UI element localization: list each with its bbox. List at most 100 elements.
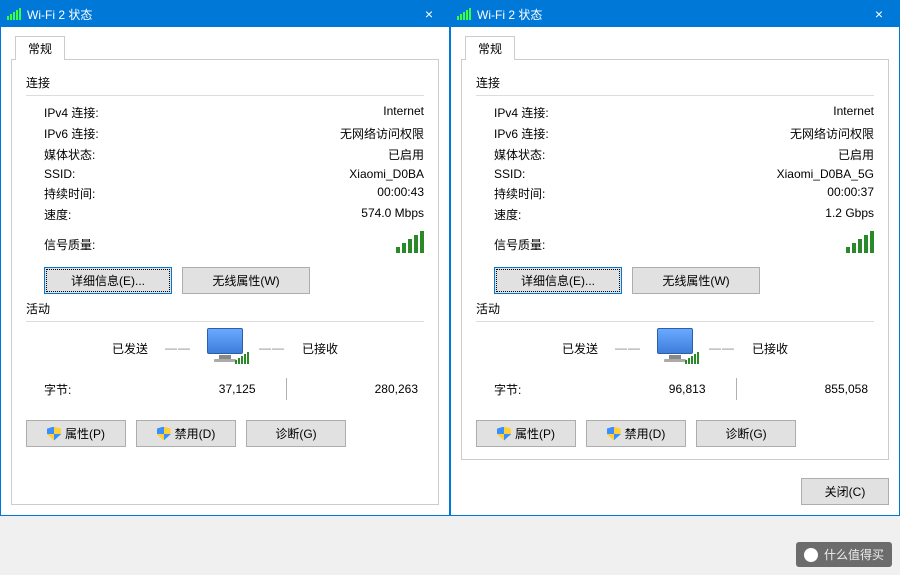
activity-graphic: 已发送 —— —— 已接收	[26, 328, 424, 368]
status-value: 已启用	[388, 146, 424, 163]
section-connection-title: 连接	[26, 74, 424, 91]
status-row: IPv4 连接: Internet	[476, 102, 874, 123]
status-row: 媒体状态: 已启用	[476, 144, 874, 165]
tab-general[interactable]: 常规	[465, 36, 515, 60]
disable-button-label: 禁用(D)	[175, 425, 216, 442]
divider	[476, 95, 874, 96]
close-icon[interactable]: ×	[859, 1, 899, 27]
bytes-label: 字节:	[494, 381, 574, 398]
watermark-badge: 什么值得买	[796, 542, 892, 567]
window-footer: 关闭(C)	[451, 470, 899, 515]
uac-shield-icon	[607, 427, 621, 441]
sent-label: 已发送	[555, 340, 605, 357]
status-label: SSID:	[494, 167, 525, 181]
status-row: 速度: 1.2 Gbps	[476, 204, 874, 225]
computer-network-icon	[651, 328, 699, 368]
uac-shield-icon	[47, 427, 61, 441]
status-value: 已启用	[838, 146, 874, 163]
dash-icon: ——	[615, 341, 641, 355]
section-activity-title: 活动	[476, 300, 874, 317]
dash-icon: ——	[259, 341, 285, 355]
close-button[interactable]: 关闭(C)	[801, 478, 889, 505]
window-titlebar: Wi-Fi 2 状态×	[1, 1, 449, 27]
dash-icon: ——	[165, 341, 191, 355]
diagnose-button-label: 诊断(G)	[275, 425, 316, 442]
uac-shield-icon	[497, 427, 511, 441]
wifi-signal-icon	[457, 8, 471, 20]
status-value: 1.2 Gbps	[825, 206, 874, 223]
status-row: IPv6 连接:无网络访问权限	[26, 123, 424, 144]
signal-bars-icon	[685, 352, 699, 364]
properties-button-label: 属性(P)	[65, 425, 105, 442]
properties-button[interactable]: 属性(P)	[26, 420, 126, 447]
details-button[interactable]: 详细信息(E)...	[44, 267, 172, 294]
section-connection-title: 连接	[476, 74, 874, 91]
tab-panel: 连接IPv4 连接:InternetIPv6 连接:无网络访问权限媒体状态:已启…	[11, 59, 439, 505]
diagnose-button[interactable]: 诊断(G)	[246, 420, 346, 447]
received-label: 已接收	[745, 340, 795, 357]
status-value: 00:00:37	[827, 185, 874, 202]
watermark-text: 什么值得买	[824, 546, 884, 563]
window-title: Wi-Fi 2 状态	[27, 6, 409, 23]
bytes-row: 字节:37,125280,263	[26, 372, 424, 406]
disable-button-label: 禁用(D)	[625, 425, 666, 442]
divider	[476, 321, 874, 322]
dash-icon: ——	[709, 341, 735, 355]
signal-bars-icon	[396, 231, 424, 253]
status-row: IPv6 连接: 无网络访问权限	[476, 123, 874, 144]
status-label: IPv4 连接:	[494, 104, 549, 121]
wifi-signal-icon	[7, 8, 21, 20]
diagnose-button[interactable]: 诊断(G)	[696, 420, 796, 447]
status-label: IPv6 连接:	[44, 125, 99, 142]
disable-button[interactable]: 禁用(D)	[136, 420, 236, 447]
status-value: 00:00:43	[377, 185, 424, 202]
received-label: 已接收	[295, 340, 345, 357]
computer-network-icon	[201, 328, 249, 368]
signal-quality-label: 信号质量:	[494, 236, 545, 253]
status-row: 持续时间: 00:00:37	[476, 183, 874, 204]
wifi-status-window: Wi-Fi 2 状态× 常规连接 IPv4 连接: Internet IPv6 连接: 无…	[450, 0, 900, 516]
status-row: SSID:Xiaomi_D0BA_5G	[476, 165, 874, 183]
bytes-sent-value: 96,813	[574, 382, 736, 396]
tab-general[interactable]: 常规	[15, 36, 65, 60]
sent-label: 已发送	[105, 340, 155, 357]
status-label: 速度:	[44, 206, 71, 223]
status-label: 持续时间:	[494, 185, 545, 202]
close-icon[interactable]: ×	[409, 1, 449, 27]
divider	[26, 95, 424, 96]
status-label: 速度:	[494, 206, 521, 223]
admin-button-row: 属性(P) 禁用(D) 诊断(G)	[26, 420, 424, 447]
status-value: Xiaomi_D0BA	[349, 167, 424, 181]
status-value: 574.0 Mbps	[361, 206, 424, 223]
wireless-properties-button[interactable]: 无线属性(W)	[182, 267, 310, 294]
wifi-status-window: Wi-Fi 2 状态×常规连接IPv4 连接:InternetIPv6 连接:无…	[0, 0, 450, 516]
connection-button-row: 详细信息(E)... 无线属性(W)	[494, 267, 874, 294]
activity-section: 活动已发送————已接收字节:37,125280,263	[26, 300, 424, 406]
activity-section: 活动已发送 —— —— 已接收字节:96,813855,058	[476, 300, 874, 406]
window-body: 常规连接 IPv4 连接: Internet IPv6 连接: 无网络访问权限媒体状态:…	[451, 27, 899, 470]
admin-button-row: 属性(P) 禁用(D) 诊断(G)	[476, 420, 874, 447]
properties-button[interactable]: 属性(P)	[476, 420, 576, 447]
wireless-properties-button[interactable]: 无线属性(W)	[632, 267, 760, 294]
signal-quality-label: 信号质量:	[44, 236, 95, 253]
status-label: SSID:	[44, 167, 75, 181]
status-value: Internet	[383, 104, 424, 121]
status-label: 持续时间:	[44, 185, 95, 202]
bytes-received-value: 280,263	[287, 382, 425, 396]
status-row: 持续时间: 00:00:43	[26, 183, 424, 204]
details-button[interactable]: 详细信息(E)...	[494, 267, 622, 294]
signal-bars-icon	[846, 231, 874, 253]
bytes-received-value: 855,058	[737, 382, 875, 396]
status-label: 媒体状态:	[494, 146, 545, 163]
tab-strip: 常规	[461, 35, 889, 59]
connection-button-row: 详细信息(E)... 无线属性(W)	[44, 267, 424, 294]
divider	[26, 321, 424, 322]
status-label: 媒体状态:	[44, 146, 95, 163]
disable-button[interactable]: 禁用(D)	[586, 420, 686, 447]
window-titlebar: Wi-Fi 2 状态×	[451, 1, 899, 27]
status-value: Internet	[833, 104, 874, 121]
signal-quality-row: 信号质量:	[26, 225, 424, 259]
tab-strip: 常规	[11, 35, 439, 59]
status-value: 无网络访问权限	[790, 125, 874, 142]
status-label: IPv6 连接:	[494, 125, 549, 142]
